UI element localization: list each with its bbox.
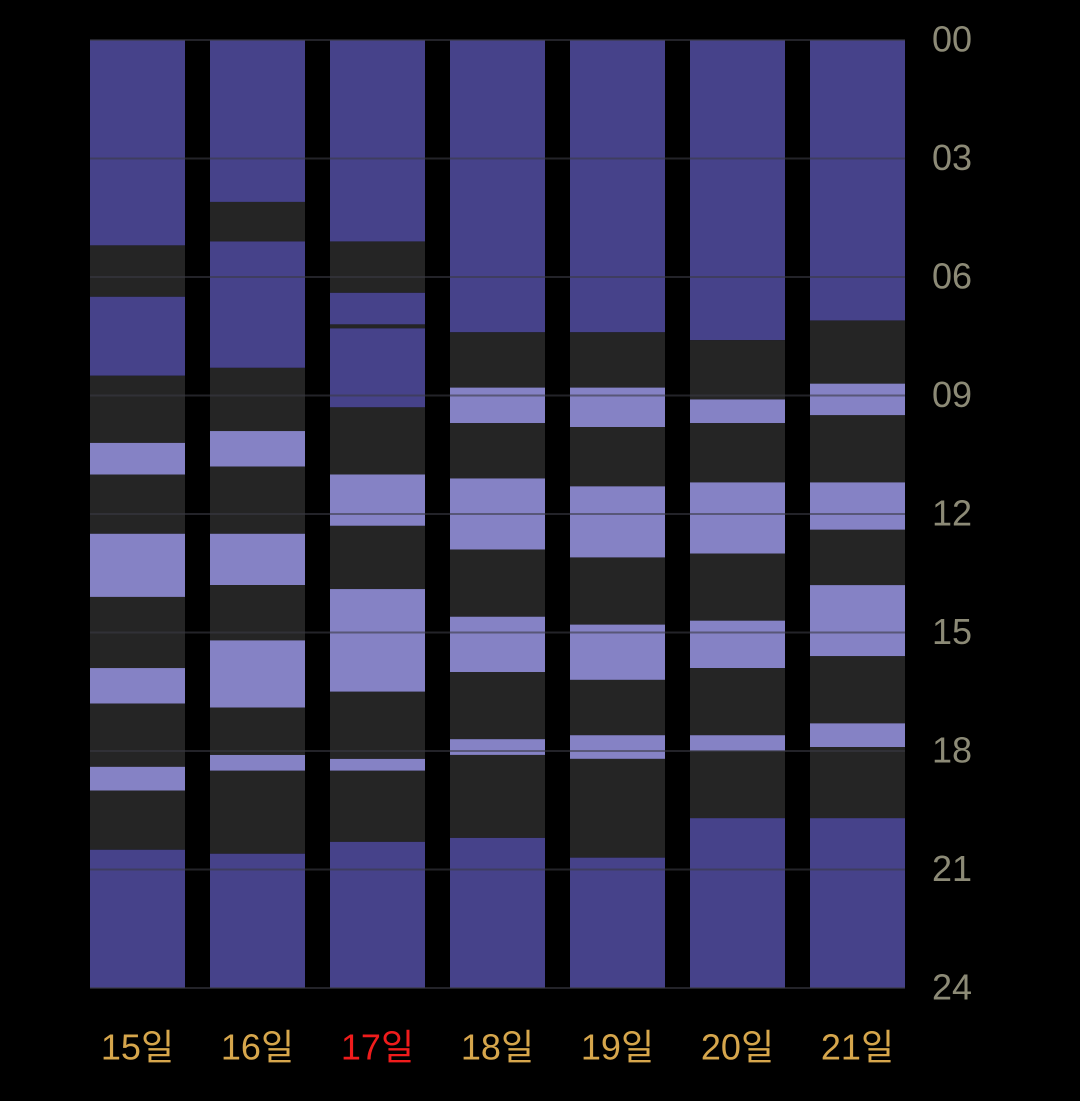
- segment: [330, 292, 425, 325]
- segment: [450, 40, 545, 333]
- segment: [810, 747, 905, 819]
- segment: [450, 754, 545, 838]
- segment: [810, 320, 905, 384]
- segment: [690, 553, 785, 621]
- segment: [690, 668, 785, 736]
- segment: [570, 857, 665, 988]
- y-tick-label: 15: [932, 611, 972, 652]
- segment: [210, 754, 305, 771]
- segment: [810, 529, 905, 586]
- segment: [210, 241, 305, 368]
- segment: [330, 40, 425, 242]
- segment: [450, 616, 545, 672]
- y-tick-label: 21: [932, 848, 972, 889]
- day-label: 20일: [701, 1027, 774, 1068]
- segment: [570, 758, 665, 858]
- segment: [90, 703, 185, 767]
- segment: [450, 423, 545, 479]
- segment: [330, 589, 425, 692]
- segment: [90, 849, 185, 988]
- segment: [570, 679, 665, 736]
- segment: [330, 770, 425, 842]
- segment: [810, 383, 905, 416]
- segment: [450, 387, 545, 424]
- segment: [690, 751, 785, 819]
- segment: [330, 324, 425, 329]
- segment: [90, 668, 185, 704]
- segment: [90, 533, 185, 597]
- segment: [690, 40, 785, 341]
- segment: [450, 549, 545, 617]
- segment: [810, 40, 905, 321]
- y-tick-label: 03: [932, 137, 972, 178]
- segment: [690, 735, 785, 751]
- segment: [330, 841, 425, 988]
- day-label: 17일: [341, 1027, 414, 1068]
- segment: [210, 466, 305, 534]
- segment: [90, 40, 185, 246]
- segment: [330, 474, 425, 526]
- segment: [450, 837, 545, 988]
- segment: [330, 525, 425, 590]
- day-label: 19일: [581, 1027, 654, 1068]
- y-tick-label: 06: [932, 256, 972, 297]
- segment: [210, 640, 305, 708]
- segment: [210, 853, 305, 988]
- segment: [690, 620, 785, 669]
- segment: [90, 474, 185, 534]
- segment: [570, 557, 665, 625]
- segment: [90, 790, 185, 850]
- segment: [210, 201, 305, 242]
- segment: [330, 241, 425, 293]
- segment: [330, 407, 425, 475]
- segment: [210, 707, 305, 755]
- segment: [810, 818, 905, 988]
- segment: [90, 375, 185, 443]
- segment: [210, 431, 305, 467]
- segment: [210, 585, 305, 641]
- segment: [210, 40, 305, 202]
- segment: [210, 533, 305, 586]
- segment: [570, 332, 665, 388]
- segment: [330, 758, 425, 771]
- segment: [690, 818, 785, 988]
- y-tick-label: 09: [932, 374, 972, 415]
- segment: [450, 672, 545, 740]
- segment: [90, 296, 185, 376]
- y-tick-label: 00: [932, 19, 972, 60]
- segment: [570, 486, 665, 558]
- segment: [330, 691, 425, 759]
- segment: [810, 415, 905, 483]
- segment: [450, 332, 545, 388]
- day-label: 16일: [221, 1027, 294, 1068]
- segment: [570, 387, 665, 428]
- segment: [810, 656, 905, 724]
- day-label: 18일: [461, 1027, 534, 1068]
- segment: [810, 585, 905, 657]
- segment: [810, 723, 905, 748]
- segment: [330, 328, 425, 408]
- segment: [570, 735, 665, 759]
- segment: [210, 770, 305, 854]
- segment: [210, 367, 305, 432]
- segment: [90, 442, 185, 475]
- day-label: 21일: [821, 1027, 894, 1068]
- y-tick-label: 24: [932, 967, 972, 1008]
- segment: [570, 40, 665, 333]
- segment: [690, 482, 785, 554]
- segment: [690, 423, 785, 483]
- segment: [570, 427, 665, 487]
- segment: [90, 245, 185, 297]
- segment: [690, 340, 785, 400]
- segment: [450, 739, 545, 755]
- segment: [690, 399, 785, 424]
- y-tick-label: 18: [932, 730, 972, 771]
- segment: [810, 482, 905, 530]
- day-label: 15일: [101, 1027, 174, 1068]
- segment: [90, 766, 185, 791]
- y-tick-label: 12: [932, 493, 972, 534]
- segment: [570, 624, 665, 680]
